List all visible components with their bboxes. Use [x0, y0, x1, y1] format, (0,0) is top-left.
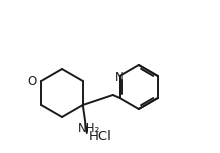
Text: NH₂: NH₂	[78, 122, 100, 135]
Text: N: N	[115, 71, 124, 84]
Text: O: O	[27, 75, 36, 88]
Text: HCl: HCl	[89, 129, 112, 142]
